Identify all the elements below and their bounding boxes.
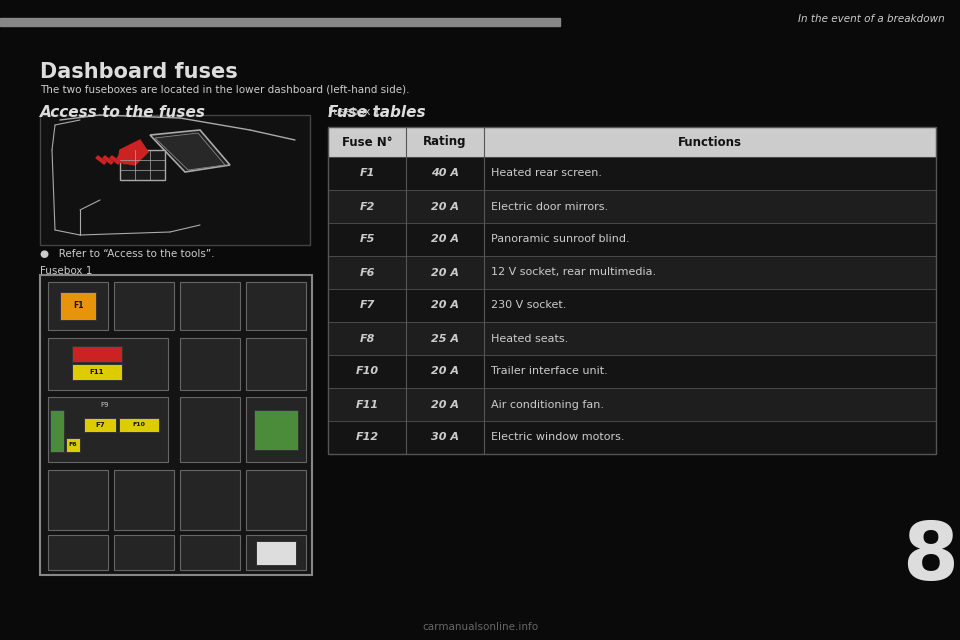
Text: F10: F10: [355, 367, 378, 376]
Bar: [328, 127, 936, 157]
Text: 12 V socket, rear multimedia.: 12 V socket, rear multimedia.: [491, 268, 656, 278]
Text: 30 A: 30 A: [431, 433, 459, 442]
Text: Electric door mirrors.: Electric door mirrors.: [491, 202, 608, 211]
Bar: [328, 127, 936, 454]
Text: F11: F11: [89, 369, 105, 375]
Bar: [180, 282, 240, 330]
Bar: [0, 18, 560, 26]
Text: 40 A: 40 A: [431, 168, 459, 179]
Text: F6: F6: [359, 268, 374, 278]
Bar: [246, 535, 306, 570]
Text: Air conditioning fan.: Air conditioning fan.: [491, 399, 604, 410]
Text: Fuse tables: Fuse tables: [328, 105, 425, 120]
Text: Access to the fuses: Access to the fuses: [40, 105, 206, 120]
Text: F10: F10: [132, 422, 145, 428]
Text: Heated rear screen.: Heated rear screen.: [491, 168, 602, 179]
Text: Dashboard fuses: Dashboard fuses: [40, 62, 238, 82]
Bar: [256, 541, 296, 565]
Bar: [328, 157, 936, 190]
Bar: [48, 397, 168, 462]
Text: Fusebox 1: Fusebox 1: [328, 107, 380, 117]
Text: ●   Refer to “Access to the tools”.: ● Refer to “Access to the tools”.: [40, 249, 214, 259]
Bar: [254, 410, 298, 450]
Polygon shape: [103, 156, 113, 164]
Polygon shape: [150, 130, 230, 172]
Bar: [48, 535, 108, 570]
Text: F7: F7: [95, 422, 105, 428]
Bar: [328, 190, 936, 223]
Text: Functions: Functions: [678, 136, 742, 148]
Text: 20 A: 20 A: [431, 399, 459, 410]
Text: 20 A: 20 A: [431, 234, 459, 244]
Bar: [48, 338, 168, 390]
Bar: [72, 346, 122, 362]
Polygon shape: [155, 133, 225, 170]
Bar: [114, 470, 174, 530]
Bar: [40, 275, 312, 575]
Text: 20 A: 20 A: [431, 301, 459, 310]
Text: Electric window motors.: Electric window motors.: [491, 433, 625, 442]
Text: 20 A: 20 A: [431, 202, 459, 211]
Bar: [48, 470, 108, 530]
Bar: [328, 322, 936, 355]
Text: Rating: Rating: [423, 136, 467, 148]
Text: Fusebox 1: Fusebox 1: [40, 266, 92, 276]
Text: 20 A: 20 A: [431, 367, 459, 376]
Text: 25 A: 25 A: [431, 333, 459, 344]
Bar: [48, 282, 108, 330]
Bar: [66, 438, 80, 452]
Polygon shape: [117, 156, 127, 164]
Bar: [114, 282, 174, 330]
Text: F6: F6: [69, 442, 78, 447]
Bar: [328, 421, 936, 454]
Bar: [246, 470, 306, 530]
Text: Heated seats.: Heated seats.: [491, 333, 568, 344]
Text: 230 V socket.: 230 V socket.: [491, 301, 566, 310]
Bar: [180, 397, 240, 462]
Bar: [180, 535, 240, 570]
Text: F12: F12: [355, 433, 378, 442]
Bar: [328, 256, 936, 289]
Bar: [180, 470, 240, 530]
Bar: [246, 338, 306, 390]
Text: F5: F5: [359, 234, 374, 244]
Text: F7: F7: [359, 301, 374, 310]
Bar: [328, 289, 936, 322]
Bar: [120, 150, 165, 180]
Text: F1: F1: [359, 168, 374, 179]
Text: F8: F8: [359, 333, 374, 344]
Bar: [72, 364, 122, 380]
Text: F1: F1: [73, 301, 84, 310]
Text: Fuse N°: Fuse N°: [342, 136, 393, 148]
Text: The two fuseboxes are located in the lower dashboard (left-hand side).: The two fuseboxes are located in the low…: [40, 84, 410, 94]
Text: In the event of a breakdown: In the event of a breakdown: [799, 14, 945, 24]
Bar: [114, 535, 174, 570]
Text: F9: F9: [101, 402, 109, 408]
Bar: [40, 115, 310, 245]
Text: carmanualsonline.info: carmanualsonline.info: [422, 622, 538, 632]
Polygon shape: [96, 156, 106, 164]
Polygon shape: [110, 156, 120, 164]
Bar: [328, 223, 936, 256]
Text: 8: 8: [902, 519, 958, 597]
Bar: [246, 282, 306, 330]
Bar: [328, 388, 936, 421]
Bar: [119, 418, 159, 432]
Bar: [50, 410, 64, 452]
Bar: [328, 355, 936, 388]
Text: 20 A: 20 A: [431, 268, 459, 278]
Text: Panoramic sunroof blind.: Panoramic sunroof blind.: [491, 234, 630, 244]
Text: F11: F11: [355, 399, 378, 410]
Bar: [84, 418, 116, 432]
Bar: [246, 397, 306, 462]
Polygon shape: [118, 140, 148, 165]
Text: F2: F2: [359, 202, 374, 211]
Bar: [180, 338, 240, 390]
Bar: [60, 292, 96, 320]
Text: Trailer interface unit.: Trailer interface unit.: [491, 367, 608, 376]
